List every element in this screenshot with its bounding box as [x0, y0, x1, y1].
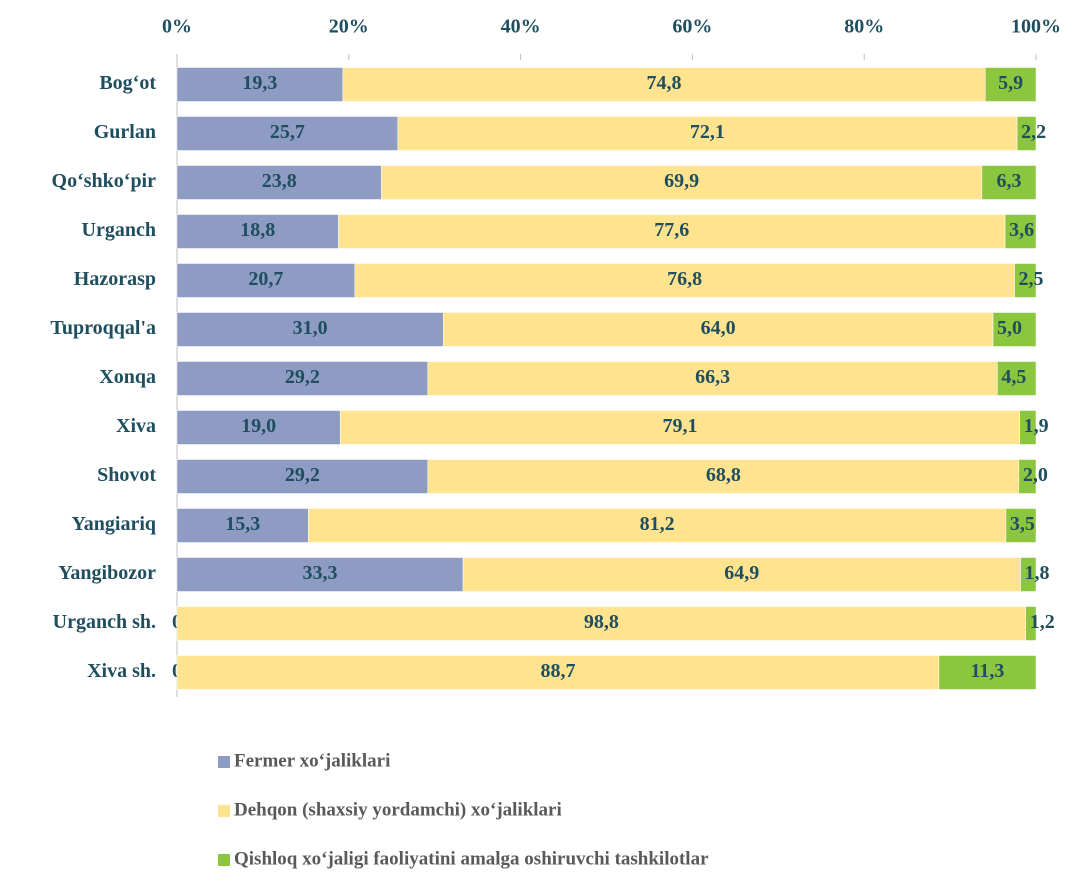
value-label: 11,3: [971, 660, 1005, 682]
value-label: 1,8: [1025, 562, 1050, 584]
bar-segment: [1018, 459, 1037, 494]
legend-label: Fermer xo‘jaliklari: [234, 750, 390, 771]
value-label: 76,8: [667, 268, 702, 290]
category-label: Xonqa: [99, 366, 156, 388]
bar-segment: [1025, 606, 1037, 641]
bar-segment: [462, 557, 1021, 592]
category-label: Yangiariq: [72, 513, 156, 535]
bar-segment: [308, 508, 1007, 543]
bar-segment: [985, 67, 1037, 102]
value-label: 77,6: [654, 219, 689, 241]
bar-segment: [176, 214, 339, 249]
bar-segment: [427, 361, 998, 396]
value-label: 1,2: [1030, 611, 1055, 633]
bar-segment: [176, 410, 341, 445]
value-label: 2,5: [1019, 268, 1044, 290]
value-label: 81,2: [640, 513, 675, 535]
legend-label: Qishloq xo‘jaligi faoliyatini amalga osh…: [234, 848, 709, 869]
bar-segment: [338, 214, 1006, 249]
value-label: 33,3: [303, 562, 338, 584]
bar-segment: [992, 312, 1037, 347]
category-label: Gurlan: [94, 121, 156, 143]
value-label: 64,9: [724, 562, 759, 584]
value-label: 18,8: [240, 219, 275, 241]
value-label: 4,5: [1001, 366, 1026, 388]
value-label: 31,0: [293, 317, 328, 339]
bar-segment: [176, 116, 399, 151]
x-tick-label: 60%: [672, 16, 712, 38]
value-label: 15,3: [225, 513, 260, 535]
bar-segment: [176, 263, 356, 298]
value-label: 68,8: [706, 464, 741, 486]
value-label: 5,0: [997, 317, 1022, 339]
value-label: 19,3: [242, 72, 277, 94]
value-label: 98,8: [584, 611, 619, 633]
bar-segment: [176, 165, 382, 200]
value-label: 6,3: [996, 170, 1021, 192]
value-label: 66,3: [695, 366, 730, 388]
category-label: Xiva sh.: [87, 660, 156, 682]
x-tick-label: 80%: [844, 16, 884, 38]
value-label: 29,2: [285, 366, 320, 388]
legend-label: Dehqon (shaxsiy yordamchi) xo‘jaliklari: [234, 799, 562, 820]
category-label: Urganch: [82, 219, 156, 241]
category-label: Urganch sh.: [53, 611, 156, 633]
value-label: 3,5: [1010, 513, 1035, 535]
bar-segment: [176, 508, 309, 543]
bar-segment: [354, 263, 1015, 298]
value-label: 79,1: [662, 415, 697, 437]
legend-swatch: [218, 805, 230, 817]
value-label: 88,7: [540, 660, 575, 682]
x-tick-label: 20%: [329, 16, 369, 38]
x-tick-label: 0%: [162, 16, 192, 38]
bar-segment: [1004, 214, 1037, 249]
bar-segment: [176, 459, 429, 494]
bar-segment: [1016, 116, 1037, 151]
bar-segment: [381, 165, 983, 200]
x-tick-label: 40%: [501, 16, 541, 38]
bar-segment: [981, 165, 1037, 200]
bar-segment: [176, 361, 429, 396]
value-label: 23,8: [262, 170, 297, 192]
category-label: Xiva: [116, 415, 156, 437]
value-label: 72,1: [690, 121, 725, 143]
bar-segment: [176, 67, 344, 102]
value-label: 25,7: [270, 121, 305, 143]
category-label: Bog‘ot: [99, 72, 156, 94]
value-label: 3,6: [1009, 219, 1034, 241]
value-label: 29,2: [285, 464, 320, 486]
category-label: Qo‘shko‘pir: [52, 170, 157, 192]
bar-segment: [443, 312, 994, 347]
bar-segment: [938, 655, 1037, 690]
value-label: 2,2: [1021, 121, 1046, 143]
category-label: Hazorasp: [74, 268, 156, 290]
value-label: 64,0: [701, 317, 736, 339]
value-label: 19,0: [241, 415, 276, 437]
legend-swatch: [218, 854, 230, 866]
bar-segment: [1014, 263, 1037, 298]
value-label: 69,9: [664, 170, 699, 192]
bar-segment: [397, 116, 1018, 151]
bar-segment: [176, 557, 464, 592]
bar-segment: [1019, 410, 1037, 445]
value-label: 5,9: [998, 72, 1023, 94]
value-label: 20,7: [248, 268, 283, 290]
x-tick-label: 100%: [1011, 16, 1061, 38]
category-label: Tuproqqal'a: [50, 317, 156, 339]
bar-segment: [176, 312, 444, 347]
category-label: Shovot: [97, 464, 156, 486]
bar-segment: [997, 361, 1037, 396]
bar-segment: [176, 655, 940, 690]
value-label: 1,9: [1024, 415, 1049, 437]
value-label: 74,8: [647, 72, 682, 94]
bar-segment: [427, 459, 1020, 494]
bar-segment: [1005, 508, 1037, 543]
bar-segment: [342, 67, 986, 102]
category-label: Yangibozor: [58, 562, 156, 584]
value-label: 2,0: [1023, 464, 1048, 486]
legend-swatch: [218, 756, 230, 768]
bar-segment: [1020, 557, 1037, 592]
